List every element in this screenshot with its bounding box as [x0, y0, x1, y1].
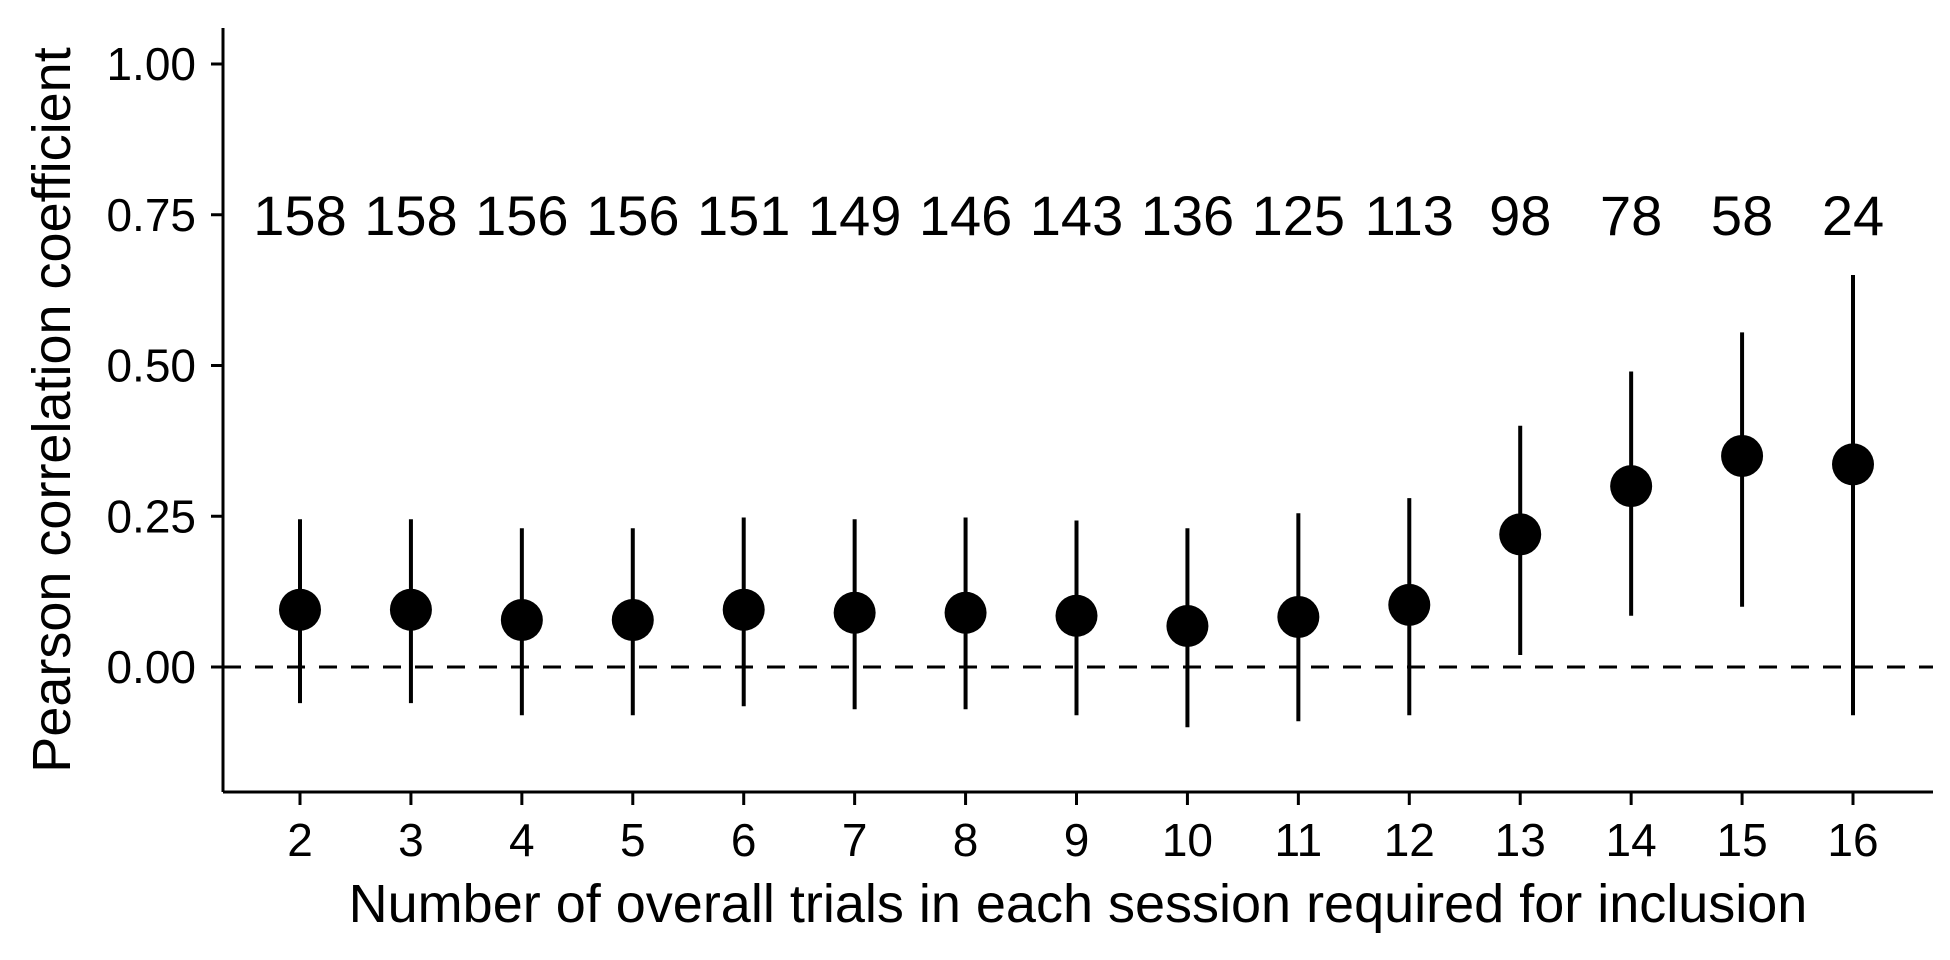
y-tick-label: 0.75	[106, 189, 196, 241]
x-axis-title: Number of overall trials in each session…	[349, 874, 1808, 934]
y-tick-label: 1.00	[106, 38, 196, 90]
y-axis-title: Pearson correlation coefficient	[22, 47, 82, 772]
x-axis-ticks: 2 3 4 5 6 7 8 9 10 11 12 13 14 15 16	[287, 792, 1879, 866]
y-axis-ticks: 0.00 0.25 0.50 0.75 1.00	[106, 38, 223, 693]
y-tick-label: 0.00	[106, 641, 196, 693]
count-label: 125	[1252, 184, 1345, 247]
count-label: 146	[919, 184, 1012, 247]
data-point	[1388, 583, 1431, 626]
data-point	[1610, 465, 1653, 508]
x-tick-label: 9	[1064, 814, 1090, 866]
y-tick-label: 0.50	[106, 340, 196, 392]
data-point	[1721, 434, 1764, 477]
count-label: 151	[697, 184, 790, 247]
count-label: 78	[1600, 184, 1662, 247]
x-tick-label: 4	[509, 814, 535, 866]
x-tick-label: 13	[1495, 814, 1546, 866]
data-point	[611, 598, 654, 641]
x-tick-label: 10	[1162, 814, 1213, 866]
count-label: 98	[1489, 184, 1551, 247]
x-tick-label: 15	[1716, 814, 1767, 866]
count-label: 58	[1711, 184, 1773, 247]
data-point	[1166, 604, 1209, 647]
x-tick-label: 12	[1384, 814, 1435, 866]
x-tick-label: 3	[398, 814, 424, 866]
data-point	[1055, 594, 1098, 637]
count-label: 156	[475, 184, 568, 247]
data-point	[1499, 513, 1542, 556]
x-tick-label: 8	[953, 814, 979, 866]
x-tick-label: 14	[1606, 814, 1657, 866]
data-point	[279, 588, 321, 631]
x-tick-label: 5	[620, 814, 646, 866]
data-point	[944, 591, 987, 634]
y-tick-label: 0.25	[106, 490, 196, 542]
x-tick-label: 2	[287, 814, 313, 866]
count-label: 149	[808, 184, 901, 247]
x-tick-label: 11	[1274, 814, 1322, 866]
data-point	[1277, 595, 1320, 638]
data-point	[1832, 443, 1874, 486]
count-label: 158	[364, 184, 457, 247]
x-tick-label: 6	[731, 814, 757, 866]
count-label: 158	[253, 184, 346, 247]
count-label: 143	[1030, 184, 1123, 247]
x-tick-label: 16	[1827, 814, 1878, 866]
data-points	[279, 434, 1874, 647]
data-point	[500, 598, 543, 641]
data-point	[389, 588, 432, 631]
count-label: 136	[1141, 184, 1234, 247]
count-label: 113	[1365, 184, 1454, 247]
count-labels: 158 158 156 156 151 149 146 143 136 125 113 98 78 58 2…	[253, 184, 1884, 247]
x-tick-label: 7	[842, 814, 868, 866]
data-point	[722, 588, 765, 631]
count-label: 24	[1822, 184, 1884, 247]
data-point	[833, 591, 876, 634]
count-label: 156	[586, 184, 679, 247]
